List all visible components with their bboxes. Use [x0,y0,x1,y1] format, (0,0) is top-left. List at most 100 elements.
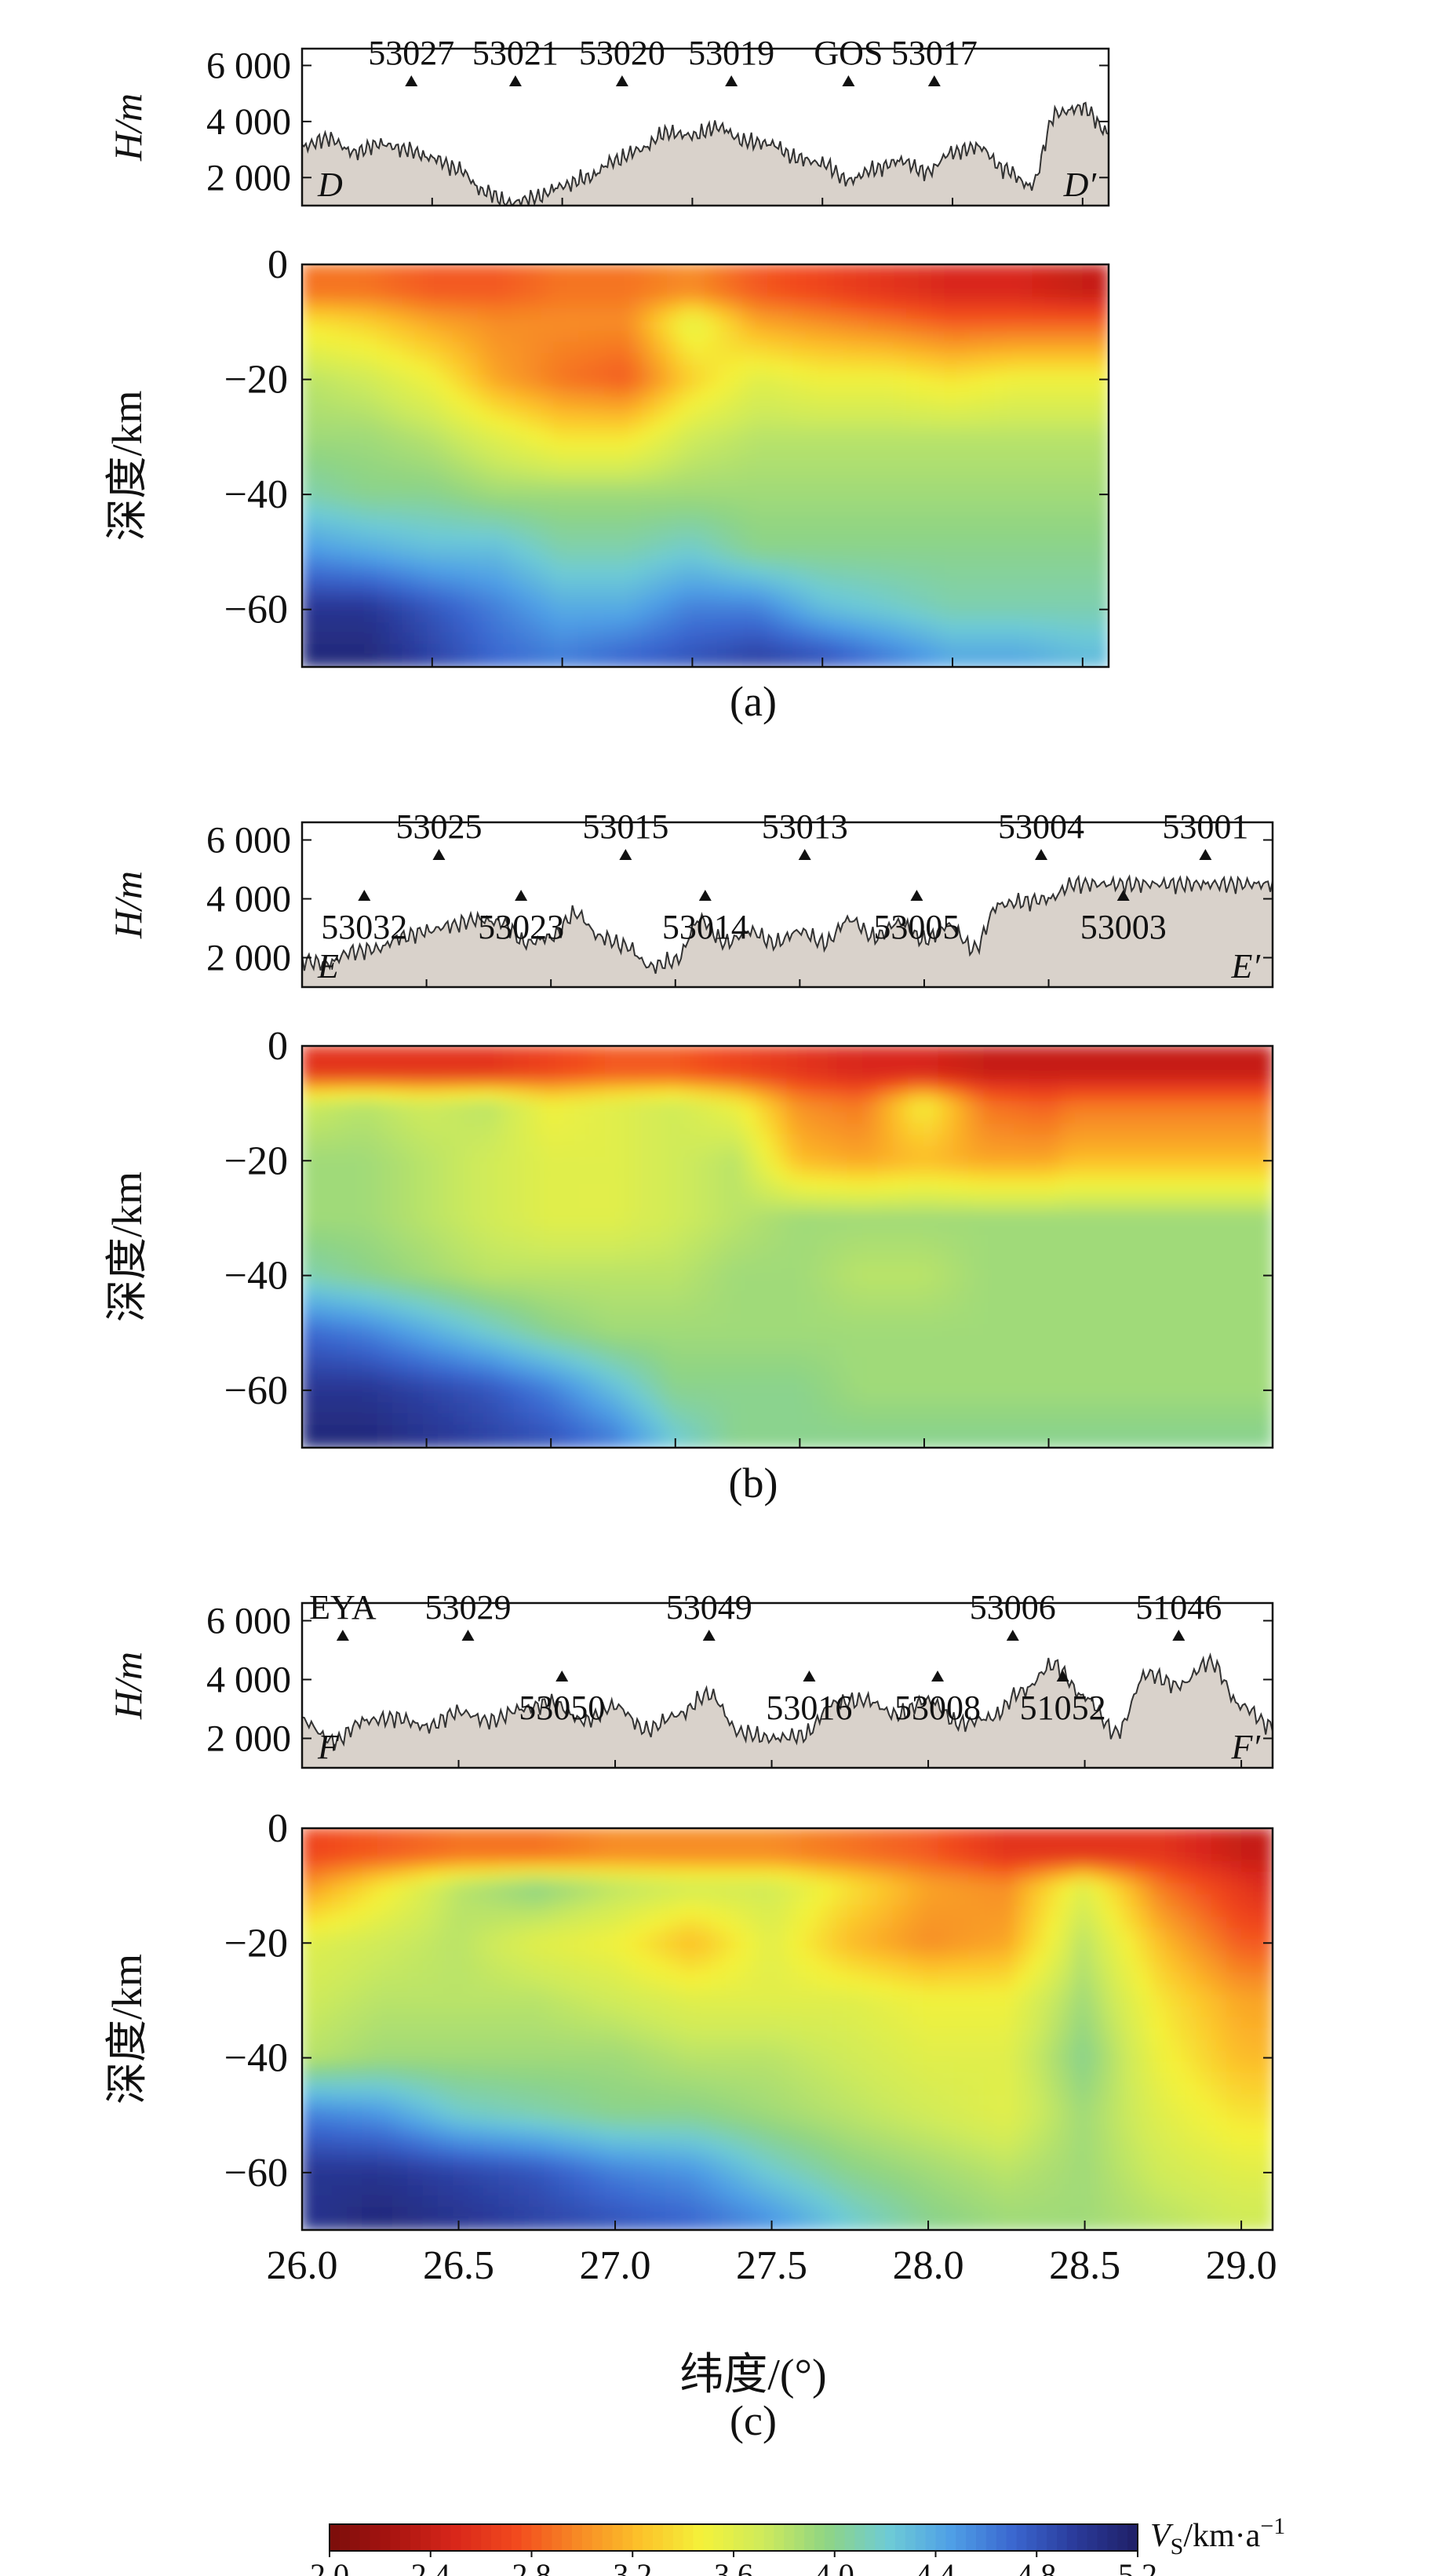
heatmap-cell [316,1268,333,1281]
heatmap-cell [553,286,568,299]
heatmap-cell [756,1212,774,1226]
heatmap-cell [541,632,555,646]
heatmap-cell [1069,487,1084,501]
heatmap-cell [994,286,1009,299]
heatmap-cell [544,1190,561,1204]
heatmap-cell [1090,1201,1107,1215]
heatmap-cell [956,420,971,433]
heatmap-cell [767,610,782,624]
heatmap-cell [377,577,392,590]
heatmap-cell [919,643,934,657]
heatmap-cell [1135,1179,1153,1192]
heatmap-cell [528,565,543,579]
heatmap-cell [1074,1179,1091,1192]
heatmap-cell [351,330,366,344]
heatmap-cell [331,1268,348,1281]
heatmap-cell [780,487,795,501]
heatmap-cell [574,1324,592,1337]
heatmap-cell [650,1157,667,1170]
heatmap-cell [364,330,379,344]
heatmap-cell [717,264,732,277]
heatmap-cell [877,1368,894,1382]
heatmap-cell [377,1112,394,1125]
heatmap-cell [453,1056,470,1069]
heatmap-cell [868,319,883,333]
heatmap-cell [528,1290,546,1304]
heatmap-cell [969,532,984,545]
heatmap-cell [855,509,870,523]
heatmap-cell [490,599,504,612]
heatmap-cell [464,264,479,277]
heatmap-cell [780,286,795,299]
heatmap-cell [559,1201,576,1215]
heatmap-cell [665,1246,683,1259]
heatmap-cell [503,286,518,299]
heatmap-cell [679,353,694,366]
heatmap-cell [331,1402,348,1416]
heatmap-cell [503,386,518,400]
heatmap-cell [528,1223,546,1237]
heatmap-cell [503,643,518,657]
heatmap-cell [377,1134,394,1147]
heatmap-cell [1044,1101,1062,1114]
heatmap-cell [316,1056,333,1069]
heatmap-cell [389,398,404,411]
heatmap-cell [680,1279,698,1292]
heatmap-cell [591,398,606,411]
heatmap-cell [604,1424,621,1437]
heatmap-cell [741,1157,758,1170]
heatmap-cell [1029,1201,1047,1215]
heatmap-cell [339,532,354,545]
heatmap-cell [1044,1078,1062,1091]
heatmap-cell [1211,1089,1228,1103]
heatmap-cell [832,1078,849,1091]
heatmap-cell [1082,454,1097,467]
heatmap-cell [402,643,417,657]
heatmap-cell [559,1268,576,1281]
heatmap-cell [818,286,832,299]
heatmap-cell [464,565,479,579]
heatmap-cell [628,588,643,601]
heatmap-cell [923,1089,940,1103]
heatmap-cell [665,1089,683,1103]
heatmap-cell [1059,1078,1076,1091]
heatmap-cell [427,353,442,366]
heatmap-cell [923,1101,940,1114]
heatmap-cell [742,330,757,344]
heatmap-cell [402,599,417,612]
heatmap-cell [603,364,618,377]
heatmap-cell [377,443,392,456]
heatmap-cell [1007,554,1022,567]
heatmap-cell [877,1046,894,1058]
heatmap-cell [1044,588,1059,601]
heatmap-cell [855,610,870,624]
heatmap-cell [756,1190,774,1204]
heatmap-cell [767,341,782,355]
heatmap-cell [730,621,745,635]
heatmap-cell [1196,1134,1213,1147]
heatmap-cell [1241,1257,1258,1270]
heatmap-cell [1120,1056,1137,1069]
topography-fill [302,1655,1273,1768]
heatmap-cell [377,1357,394,1371]
heatmap-cell [755,386,770,400]
heatmap-cell [1181,1212,1198,1226]
heatmap-cell [756,1157,774,1170]
heatmap-cell [919,420,934,433]
heatmap-cell [302,264,316,277]
heatmap-cell [1256,1223,1273,1237]
heatmap-cell [938,1390,956,1405]
heatmap-cell [982,643,996,657]
heatmap-cell [705,275,719,288]
heatmap-cell [726,1413,743,1426]
heatmap-cell [843,532,858,545]
heatmap-cell [650,1424,667,1437]
heatmap-cell [1211,1146,1228,1159]
heatmap-cell [730,319,745,333]
heatmap-cell [515,610,530,624]
heatmap-cell [377,1290,394,1304]
heatmap-cell [1181,1435,1198,1448]
heatmap-cell [407,1101,424,1114]
